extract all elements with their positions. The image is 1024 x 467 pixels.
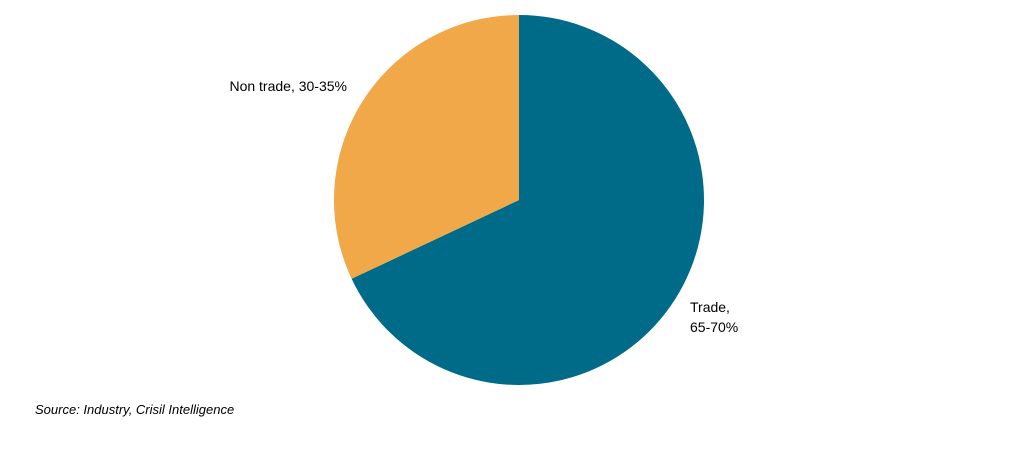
pie-slice [334, 15, 519, 279]
slice-label: Non trade, 30-35% [229, 78, 347, 94]
pie-slice [351, 15, 704, 385]
source-note: Source: Industry, Crisil Intelligence [35, 402, 234, 417]
slice-label: Trade, 65-70% [690, 299, 738, 335]
